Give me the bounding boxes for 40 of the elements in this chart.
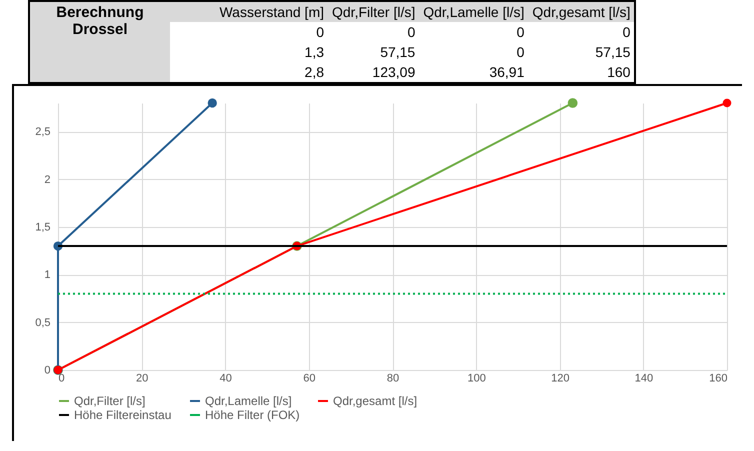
text: 123,09 xyxy=(371,63,416,82)
y-tick-label: 2 xyxy=(44,174,50,186)
text: 0 xyxy=(622,23,632,42)
category-label: Qdr,Filter [l/s] xyxy=(328,1,420,22)
text: 2,8 xyxy=(304,63,325,82)
y-tick-label: 0,5 xyxy=(35,316,50,329)
point xyxy=(722,98,732,108)
x-tick-label: 160 xyxy=(709,372,728,384)
text: 57,15 xyxy=(594,43,632,62)
point xyxy=(568,98,578,108)
text: 0 xyxy=(516,43,526,62)
text: 0 xyxy=(315,23,325,42)
legend-label: Qdr,gesamt [l/s] xyxy=(333,394,418,408)
x-tick-label: 0 xyxy=(58,372,65,384)
x-tick-label: 120 xyxy=(551,372,570,384)
point xyxy=(208,98,217,108)
y-tick-label: 0 xyxy=(44,364,50,376)
text: Berechnung Drossel xyxy=(29,1,170,83)
text: 0 xyxy=(516,23,526,42)
x-tick-label: 60 xyxy=(303,372,316,384)
text: 57,15 xyxy=(379,43,416,62)
category-label: Wasserstand [m] xyxy=(170,1,328,22)
category-label: Qdr,gesamt [l/s] xyxy=(528,1,636,22)
y-tick-label: 2,5 xyxy=(35,126,50,138)
x-tick-label: 140 xyxy=(634,372,654,384)
x-tick-label: 20 xyxy=(136,372,148,384)
y-tick-label: 1 xyxy=(44,269,50,282)
legend-label: Qdr,Filter [l/s] xyxy=(74,394,146,408)
legend-label: Höhe Filtereinstau xyxy=(74,408,172,422)
category-label: Qdr,Lamelle [l/s] xyxy=(419,1,528,22)
text: 0 xyxy=(406,23,416,42)
text: 1,3 xyxy=(304,43,325,62)
text: 36,91 xyxy=(488,63,526,82)
legend-label: Höhe Filter (FOK) xyxy=(205,408,300,422)
x-tick-label: 80 xyxy=(386,372,400,384)
x-tick-label: 100 xyxy=(467,372,486,384)
text: 160 xyxy=(606,63,632,82)
legend-label: Qdr,Lamelle [l/s] xyxy=(205,394,292,408)
y-tick-label: 1,5 xyxy=(35,221,50,234)
x-tick-label: 40 xyxy=(220,372,232,384)
